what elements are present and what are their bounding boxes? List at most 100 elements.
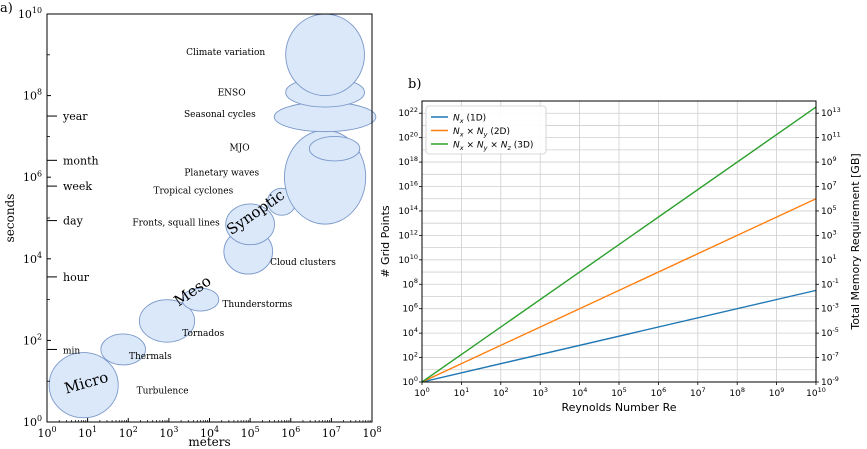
y2-tick-label: 105 bbox=[821, 204, 837, 217]
phenomenon-label: Seasonal cycles bbox=[184, 110, 256, 120]
legend-box bbox=[425, 105, 547, 155]
x-tick-label: 101 bbox=[78, 425, 97, 440]
x-tick-label: 102 bbox=[119, 425, 138, 440]
legend-entry: Nx (1D) bbox=[453, 114, 486, 126]
panel-a-y-label: seconds bbox=[3, 194, 17, 243]
panel-b-label: b) bbox=[408, 77, 421, 92]
x-tick-label: 100 bbox=[414, 386, 430, 399]
y-tick-label: 108 bbox=[23, 88, 42, 103]
phenomenon-label: MJO bbox=[229, 144, 249, 154]
panel-b-x-ticks: 100 101 102 103 104 105 106 107 108 109 1010 bbox=[414, 382, 826, 399]
y-tick-label: 106 bbox=[402, 302, 418, 315]
panel-b-legend: Nx (1D)Nx × Ny (2D) Nx × Ny × Nz (3D) bbox=[425, 105, 547, 155]
x-tick-label: 104 bbox=[572, 386, 588, 399]
scale-ellipse bbox=[181, 287, 220, 312]
phenomenon-label: Planetary waves bbox=[184, 169, 259, 179]
time-mark-label: day bbox=[63, 215, 84, 228]
series-line bbox=[421, 106, 817, 383]
panel-b-series bbox=[421, 106, 817, 383]
y2-tick-label: 10-3 bbox=[821, 302, 839, 315]
y2-tick-label: 10-5 bbox=[821, 326, 839, 339]
phenomenon-label: Fronts, squall lines bbox=[132, 219, 220, 229]
x-tick-label: 103 bbox=[159, 425, 178, 440]
y-tick-label: 106 bbox=[23, 169, 42, 184]
y2-tick-label: 101 bbox=[821, 253, 837, 266]
time-mark-label: year bbox=[62, 110, 88, 123]
y-tick-label: 108 bbox=[402, 277, 418, 290]
y2-tick-label: 10-1 bbox=[821, 277, 839, 290]
time-mark-label: week bbox=[63, 180, 92, 193]
scale-ellipse bbox=[48, 352, 119, 419]
panel-a-x-ticks: 100 101 102 103 104 105 106 107 108 bbox=[37, 418, 382, 440]
panel-b-y2-ticks: 10-9 10-7 10-5 10-3 10-1 101 103 105 107 109 1011 1… bbox=[816, 106, 841, 388]
time-mark-label: min bbox=[63, 346, 80, 356]
scale-ellipse bbox=[100, 333, 146, 366]
x-tick-label: 101 bbox=[454, 386, 470, 399]
phenomenon-label: Cloud clusters bbox=[270, 258, 336, 268]
panel-b-y-label: # Grid Points bbox=[379, 205, 392, 278]
y2-tick-label: 1011 bbox=[821, 131, 841, 144]
phenomenon-label: ENSO bbox=[218, 89, 246, 99]
y2-tick-label: 10-9 bbox=[821, 375, 839, 388]
y2-tick-label: 10-7 bbox=[821, 351, 839, 364]
x-tick-label: 108 bbox=[729, 386, 745, 399]
y2-tick-label: 107 bbox=[821, 179, 837, 192]
x-tick-label: 106 bbox=[281, 425, 300, 440]
x-tick-label: 105 bbox=[241, 425, 260, 440]
phenomenon-label: Thermals bbox=[129, 352, 172, 362]
panel-b-x-label: Reynolds Number Re bbox=[562, 401, 677, 414]
y-tick-label: 1012 bbox=[398, 228, 418, 241]
x-tick-label: 1010 bbox=[806, 386, 826, 399]
panel-b-y-ticks: 100 102 104 106 108 1010 1012 1014 1016 1018 1020 1… bbox=[398, 106, 422, 388]
y-tick-label: 1010 bbox=[398, 253, 418, 266]
series-line bbox=[421, 289, 817, 383]
y-tick-label: 100 bbox=[402, 375, 418, 388]
y-tick-label: 102 bbox=[23, 332, 42, 347]
x-tick-label: 102 bbox=[493, 386, 509, 399]
phenomenon-label: Turbulence bbox=[137, 386, 189, 396]
y-tick-label: 1016 bbox=[398, 179, 418, 192]
y-tick-label: 1014 bbox=[398, 204, 418, 217]
scale-ellipses bbox=[48, 13, 377, 419]
panel-a-x-label: meters bbox=[188, 435, 230, 449]
y2-tick-label: 109 bbox=[821, 155, 837, 168]
y-tick-label: 1022 bbox=[398, 106, 418, 119]
panel-b: b) 100 101 102 103 104 105 106 107 108 109 1010 10… bbox=[379, 77, 862, 414]
legend-entry: Nx × Ny (2D) bbox=[453, 127, 510, 139]
time-mark-label: month bbox=[63, 154, 99, 167]
y-tick-label: 102 bbox=[402, 351, 418, 364]
y-tick-label: 100 bbox=[23, 414, 42, 429]
y2-tick-label: 1013 bbox=[821, 106, 841, 119]
x-tick-label: 108 bbox=[362, 425, 381, 440]
phenomenon-label: Tropical cyclones bbox=[153, 186, 233, 196]
time-mark-label: hour bbox=[63, 271, 90, 284]
x-tick-label: 107 bbox=[322, 425, 341, 440]
x-tick-label: 100 bbox=[37, 425, 56, 440]
scale-ellipse bbox=[225, 203, 275, 246]
y-tick-label: 1010 bbox=[18, 6, 42, 21]
x-tick-label: 109 bbox=[769, 386, 785, 399]
panel-a-label: a) bbox=[0, 1, 13, 16]
scale-ellipse bbox=[138, 299, 196, 343]
phenomenon-label: Tornados bbox=[182, 329, 224, 339]
x-tick-label: 104 bbox=[200, 425, 219, 440]
y2-tick-label: 103 bbox=[821, 228, 837, 241]
scale-ellipse bbox=[308, 135, 361, 162]
y-tick-label: 104 bbox=[402, 326, 418, 339]
x-tick-label: 105 bbox=[611, 386, 627, 399]
panel-b-y2-label: Total Memory Requirement [GB] bbox=[849, 153, 862, 330]
y-tick-label: 1018 bbox=[398, 155, 418, 168]
x-tick-label: 107 bbox=[690, 386, 706, 399]
x-tick-label: 106 bbox=[651, 386, 667, 399]
phenomenon-label: Climate variation bbox=[186, 48, 265, 58]
legend-entry: Nx × Ny × Nz (3D) bbox=[453, 141, 533, 153]
time-marks: min hour day week month year bbox=[47, 110, 99, 356]
scale-ellipse bbox=[285, 13, 365, 97]
phenomenon-label: Thunderstorms bbox=[222, 300, 292, 310]
series-line bbox=[421, 198, 817, 383]
y-tick-label: 1020 bbox=[398, 131, 418, 144]
panel-a-y-ticks: 100 102 104 106 108 1010 bbox=[18, 6, 51, 429]
y-tick-label: 104 bbox=[23, 251, 42, 266]
